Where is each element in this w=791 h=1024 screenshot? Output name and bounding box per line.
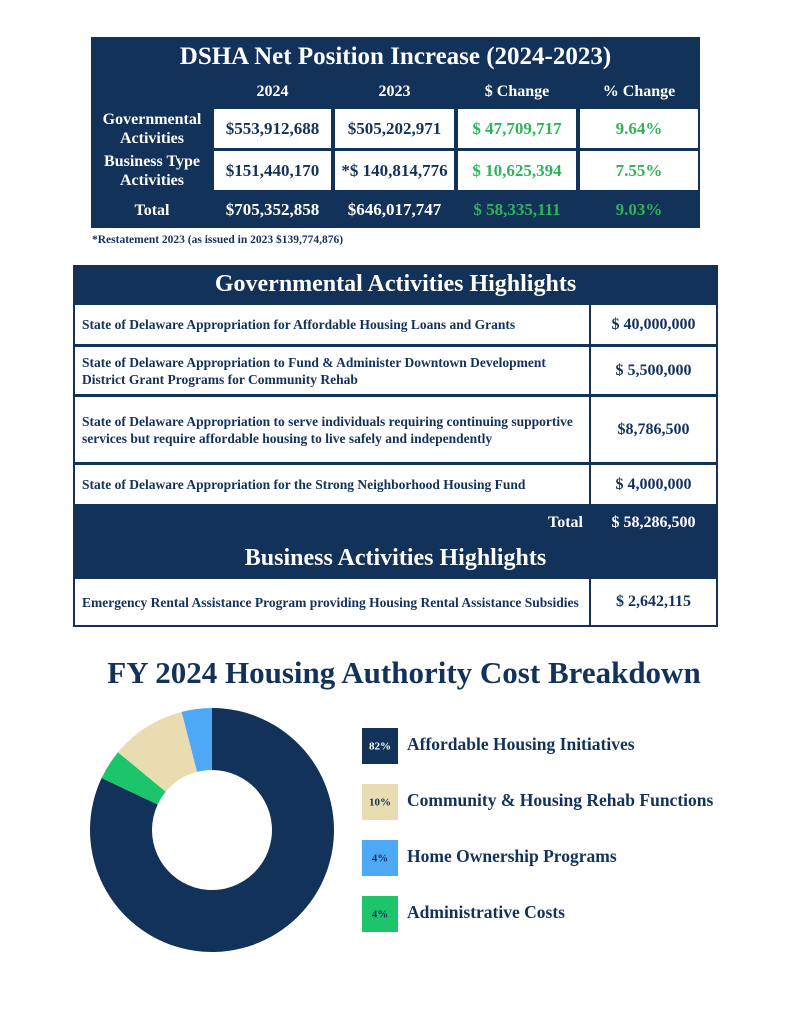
donut-slice xyxy=(89,708,334,952)
column-header: % Change xyxy=(602,83,676,100)
table-cell: $ 47,709,717 xyxy=(456,107,578,150)
legend-value: 4% xyxy=(372,909,389,921)
highlight-amount: $ 5,500,000 xyxy=(589,345,718,396)
total-amount: $ 58,286,500 xyxy=(611,514,696,531)
table-cell: $705,352,858 xyxy=(225,200,320,219)
highlight-label: State of Delaware Appropriation for Affo… xyxy=(73,303,591,346)
legend-value: 4% xyxy=(372,853,389,865)
table-cell: $ 58,335,111 xyxy=(473,200,561,219)
legend-swatch xyxy=(362,840,398,876)
highlight-amount: $ 40,000,000 xyxy=(589,303,718,346)
highlight-label: State of Delaware Appropriation to Fund … xyxy=(73,345,591,396)
highlight-amount: $ 4,000,000 xyxy=(589,463,718,506)
donut-slice xyxy=(181,708,212,772)
highlight-amount: $8,786,500 xyxy=(589,395,718,464)
legend-label: Administrative Costs xyxy=(407,902,565,922)
column-header: $ Change xyxy=(484,83,550,100)
legend-label: Community & Housing Rehab Functions xyxy=(407,790,713,810)
legend-swatch xyxy=(362,896,398,932)
legend-swatch xyxy=(362,728,398,764)
donut-slice xyxy=(101,752,166,805)
highlight-label: State of Delaware Appropriation for the … xyxy=(73,463,591,506)
highlight-label: State of Delaware Appropriation to serve… xyxy=(73,395,591,464)
legend-value: 82% xyxy=(369,741,391,753)
table-cell: $553,912,688 xyxy=(212,107,333,150)
highlight-label: Emergency Rental Assistance Program prov… xyxy=(73,577,591,627)
table-cell: $646,017,747 xyxy=(347,200,442,219)
table-cell: *$ 140,814,776 xyxy=(333,149,456,192)
legend-swatch xyxy=(362,784,398,820)
footnote: *Restatement 2023 (as issued in 2023 $13… xyxy=(92,234,344,246)
legend-label: Affordable Housing Initiatives xyxy=(407,734,635,754)
row-label: Business Type Activities xyxy=(104,152,200,189)
row-label: Total xyxy=(134,201,170,219)
chart-title: FY 2024 Housing Authority Cost Breakdown xyxy=(107,655,700,690)
table-title: Governmental Activities Highlights xyxy=(214,271,577,297)
legend-label: Home Ownership Programs xyxy=(407,846,617,866)
donut-slice xyxy=(118,711,198,792)
table-cell: $505,202,971 xyxy=(333,107,456,150)
table-cell: $ 10,625,394 xyxy=(456,149,578,192)
column-header: 2023 xyxy=(378,83,411,100)
table-cell: $151,440,170 xyxy=(212,149,333,192)
table-title: DSHA Net Position Increase (2024-2023) xyxy=(179,43,612,70)
row-label: Governmental Activities xyxy=(102,110,202,147)
table-cell: 9.03% xyxy=(615,200,663,219)
table-cell: 9.64% xyxy=(578,107,700,150)
column-header: 2024 xyxy=(256,83,289,100)
highlight-amount: $ 2,642,115 xyxy=(589,577,718,627)
section-title: Business Activities Highlights xyxy=(244,545,547,571)
table-cell: 7.55% xyxy=(578,149,700,192)
legend-value: 10% xyxy=(369,797,391,809)
total-label: Total xyxy=(548,514,583,531)
